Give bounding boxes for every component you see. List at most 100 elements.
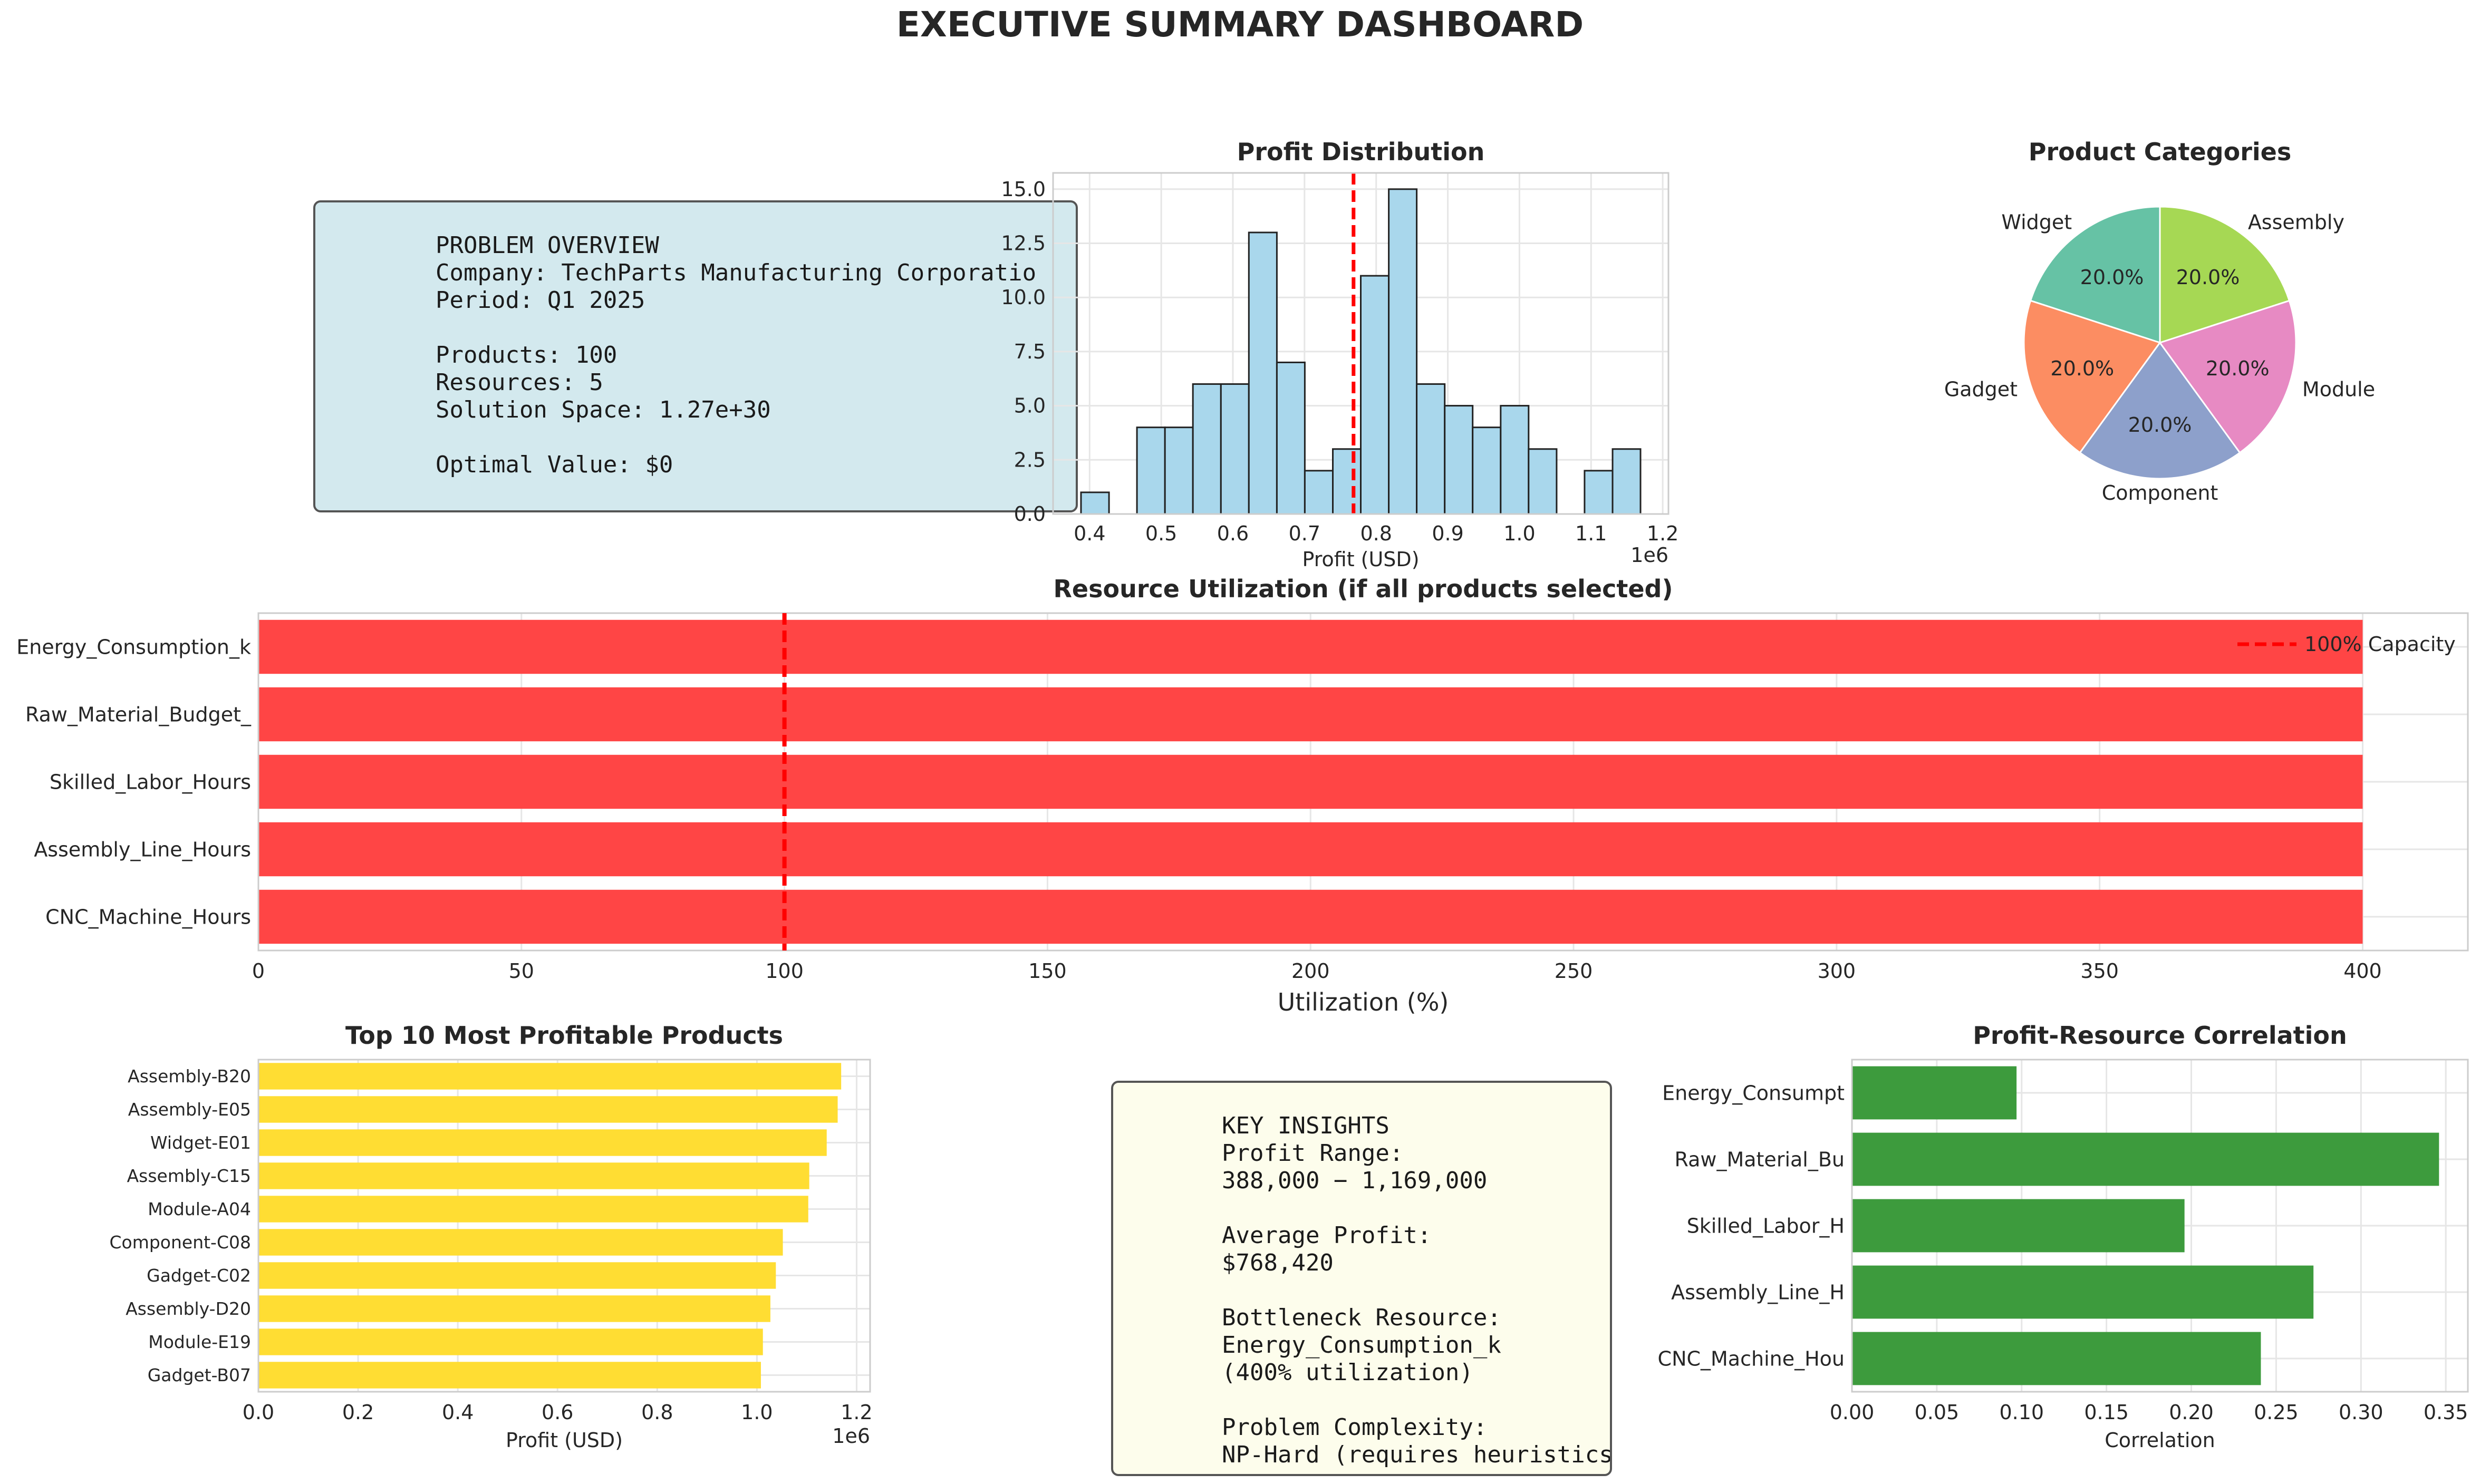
correlation-bar (1852, 1332, 2261, 1385)
overview-line: PROBLEM OVERVIEW (436, 232, 659, 259)
top10-chart: Assembly-B20 Assembly-E05 Widget-E01 Assemb… (109, 1021, 872, 1452)
correlation-bar (1852, 1265, 2314, 1319)
utilization-xtick-label: 0 (252, 959, 265, 983)
top10-xtick-label: 1.0 (741, 1401, 773, 1424)
top10-category-label: Assembly-D20 (126, 1298, 251, 1319)
histogram-xtick-label: 0.8 (1360, 522, 1392, 545)
histogram-title: Profit Distribution (1237, 138, 1485, 166)
top10-bar (258, 1295, 770, 1322)
top10-xtick-label: 1.2 (841, 1401, 872, 1424)
correlation-xtick-label: 0.20 (2169, 1401, 2214, 1424)
insights-line: Bottleneck Resource: (1222, 1304, 1501, 1331)
insights-line: $768,420 (1222, 1249, 1334, 1276)
correlation-frame (1851, 1059, 2469, 1393)
correlation-xtick-label: 0.35 (2424, 1401, 2468, 1424)
overview-line: Optimal Value: $0 (436, 451, 673, 478)
pie-percent-label: 20.0% (2128, 413, 2192, 437)
correlation-xlabel: Correlation (2105, 1429, 2215, 1452)
insights-line: Profit Range: (1222, 1140, 1404, 1167)
pie-category-label: Module (2302, 378, 2375, 401)
top10-bar (258, 1096, 838, 1123)
correlation-bar (1852, 1132, 2439, 1186)
utilization-xtick-label: 300 (1818, 959, 1856, 983)
key-insights-text: KEY INSIGHTS Profit Range: 388,000 − 1,169… (1222, 1112, 1610, 1469)
histogram-bar (1360, 275, 1390, 515)
histogram-bar (1220, 383, 1250, 515)
histogram-xtick-label: 1.2 (1647, 522, 1678, 545)
histogram-ytick-label: 12.5 (1001, 232, 1046, 255)
histogram-ytick-label: 7.5 (1014, 340, 1046, 363)
dashboard-title: EXECUTIVE SUMMARY DASHBOARD (896, 4, 1584, 45)
insights-line: KEY INSIGHTS (1222, 1112, 1389, 1139)
pie-category-label: Widget (2001, 210, 2072, 234)
top10-category-label: Module-E19 (148, 1332, 251, 1352)
top10-category-label: Gadget-B07 (148, 1365, 251, 1385)
histogram-bar (1472, 426, 1502, 515)
pie-slice (2158, 299, 2297, 454)
histogram-bar (1416, 383, 1446, 515)
histogram-bar (1192, 383, 1222, 515)
pie-percent-label: 20.0% (2206, 357, 2270, 380)
utilization-xtick-label: 250 (1555, 959, 1593, 983)
utilization-frame (257, 612, 2469, 952)
histogram-xtick-label: 1.0 (1503, 522, 1535, 545)
utilization-category-label: Energy_Consumption_k (16, 635, 251, 658)
correlation-chart: Energy_Consumpt Raw_Material_Bu Skilled_La… (1658, 1021, 2469, 1452)
pie-category-label: Gadget (1944, 378, 2018, 401)
histogram-bar (1248, 231, 1278, 515)
histogram-bar (1136, 426, 1166, 515)
correlation-bar (1852, 1066, 2017, 1120)
correlation-category-label: Raw_Material_Bu (1675, 1148, 1845, 1171)
top10-bar (258, 1328, 763, 1355)
histogram-xtick-label: 0.4 (1074, 522, 1105, 545)
insights-line: Average Profit: (1222, 1222, 1432, 1249)
top10-bar (258, 1063, 842, 1090)
histogram-xtick-label: 0.9 (1432, 522, 1463, 545)
correlation-xtick-label: 0.00 (1830, 1401, 1875, 1424)
correlation-xtick-label: 0.25 (2254, 1401, 2299, 1424)
pie-slice (2079, 341, 2241, 480)
correlation-xtick-label: 0.15 (2084, 1401, 2129, 1424)
histogram-bar (1500, 405, 1530, 515)
histogram-xlabel: Profit (USD) (1302, 548, 1419, 571)
utilization-category-label: Assembly_Line_Hours (34, 838, 251, 861)
correlation-category-label: Skilled_Labor_H (1687, 1214, 1845, 1237)
pie-slice (2023, 299, 2161, 454)
pie-chart: Widget 20.0% Gadget 20.0% Component 20.0% Modu… (1944, 138, 2375, 505)
problem-overview-box: PROBLEM OVERVIEW Company: TechParts Manuf… (313, 200, 1078, 512)
utilization-bar (258, 687, 2363, 742)
pie-slice (2029, 206, 2161, 344)
correlation-category-label: Assembly_Line_H (1671, 1281, 1845, 1304)
histogram-ytick-label: 2.5 (1014, 448, 1046, 471)
top10-bar (258, 1196, 808, 1223)
utilization-title: Resource Utilization (if all products se… (1054, 575, 1673, 603)
histogram-bar (1528, 448, 1558, 515)
top10-bar (258, 1362, 761, 1389)
correlation-title: Profit-Resource Correlation (1973, 1021, 2347, 1050)
top10-category-label: Widget-E01 (150, 1132, 251, 1153)
utilization-xtick-label: 100 (765, 959, 804, 983)
top10-frame (257, 1059, 871, 1393)
histogram-ytick-label: 0.0 (1014, 502, 1046, 526)
histogram-xtick-label: 0.5 (1145, 522, 1177, 545)
top10-xtick-label: 0.0 (243, 1401, 274, 1424)
overview-line: Solution Space: 1.27e+30 (436, 396, 771, 423)
histogram-bar (1080, 491, 1110, 515)
histogram-bar (1304, 470, 1334, 515)
utilization-legend-label: 100% Capacity (2304, 633, 2456, 656)
correlation-bar (1852, 1199, 2185, 1253)
pie-category-label: Assembly (2248, 210, 2344, 234)
utilization-bar (258, 619, 2363, 674)
overview-line: Products: 100 (436, 342, 617, 368)
insights-line: (400% utilization) (1222, 1359, 1473, 1386)
pie-title: Product Categories (2029, 138, 2292, 166)
key-insights-box: KEY INSIGHTS Profit Range: 388,000 − 1,169… (1111, 1081, 1612, 1476)
top10-xtick-label: 0.2 (342, 1401, 374, 1424)
problem-overview-text: PROBLEM OVERVIEW Company: TechParts Manuf… (436, 232, 1036, 479)
histogram-bar (1444, 405, 1474, 515)
pie-percent-label: 20.0% (2080, 266, 2144, 289)
utilization-xtick-label: 400 (2343, 959, 2382, 983)
pie-percent-label: 20.0% (2050, 357, 2114, 380)
histogram-bar (1332, 448, 1362, 515)
utilization-xtick-label: 50 (509, 959, 534, 983)
